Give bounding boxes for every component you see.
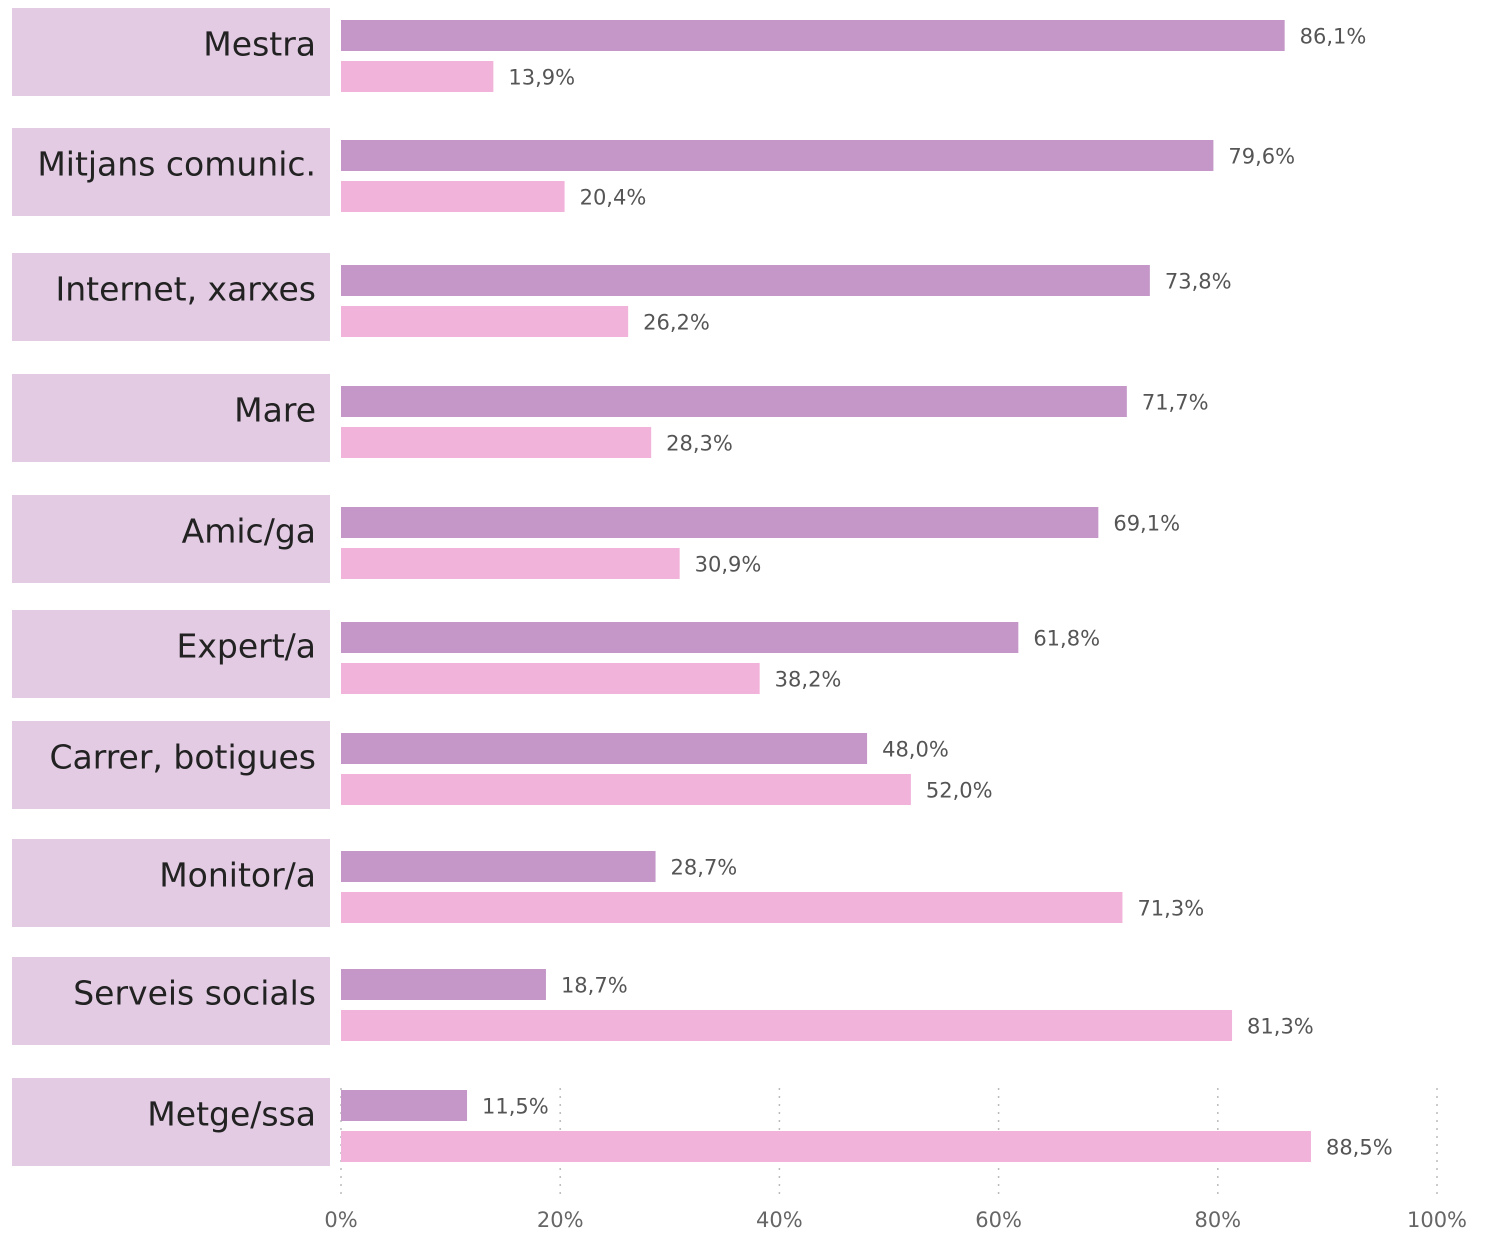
- bar: [341, 548, 680, 579]
- value-label: 38,2%: [775, 668, 842, 692]
- bar: [341, 851, 656, 882]
- value-label: 81,3%: [1247, 1015, 1314, 1039]
- bar: [341, 892, 1123, 923]
- category-label: Mare: [234, 391, 316, 430]
- value-label: 88,5%: [1326, 1136, 1393, 1160]
- category-label: Metge/ssa: [147, 1095, 316, 1134]
- x-tick-label: 60%: [975, 1208, 1022, 1232]
- bar: [341, 622, 1019, 653]
- value-label: 26,2%: [643, 311, 710, 335]
- bar: [341, 140, 1214, 171]
- x-tick-label: 0%: [324, 1208, 357, 1232]
- bar: [341, 1131, 1311, 1162]
- value-label: 69,1%: [1113, 512, 1180, 536]
- category-label: Monitor/a: [159, 856, 316, 895]
- category-box: [12, 721, 330, 809]
- value-label: 13,9%: [508, 66, 575, 90]
- bar: [341, 265, 1150, 296]
- value-label: 11,5%: [482, 1095, 549, 1119]
- bar: [341, 1090, 468, 1121]
- bar: [341, 181, 565, 212]
- category-box: [12, 374, 330, 462]
- bar: [341, 663, 760, 694]
- category-label: Carrer, botigues: [49, 738, 316, 777]
- value-label: 30,9%: [695, 553, 762, 577]
- category-box: [12, 253, 330, 341]
- value-label: 86,1%: [1300, 25, 1367, 49]
- category-box: [12, 839, 330, 927]
- value-label: 20,4%: [580, 186, 647, 210]
- bar: [341, 733, 868, 764]
- category-box: [12, 957, 330, 1045]
- category-box: [12, 610, 330, 698]
- category-box: [12, 128, 330, 216]
- category-label: Expert/a: [177, 627, 316, 666]
- value-label: 28,7%: [671, 856, 738, 880]
- category-label: Mestra: [203, 25, 316, 64]
- bar: [341, 61, 494, 92]
- bar: [341, 774, 911, 805]
- x-tick-label: 100%: [1407, 1208, 1467, 1232]
- category-box: [12, 1078, 330, 1166]
- category-label: Internet, xarxes: [56, 270, 316, 309]
- category-label: Mitjans comunic.: [37, 145, 316, 184]
- bar: [341, 1010, 1233, 1041]
- value-label: 52,0%: [926, 779, 993, 803]
- x-tick-label: 20%: [537, 1208, 584, 1232]
- category-label: Amic/ga: [182, 512, 316, 551]
- value-label: 71,7%: [1142, 391, 1209, 415]
- category-box: [12, 495, 330, 583]
- category-label: Serveis socials: [73, 974, 316, 1013]
- value-label: 71,3%: [1137, 897, 1204, 921]
- bar: [341, 20, 1285, 51]
- bar: [341, 507, 1099, 538]
- bar: [341, 306, 629, 337]
- x-tick-label: 80%: [1194, 1208, 1241, 1232]
- value-label: 48,0%: [882, 738, 949, 762]
- value-label: 73,8%: [1165, 270, 1232, 294]
- category-box: [12, 8, 330, 96]
- bar: [341, 427, 652, 458]
- value-label: 28,3%: [666, 432, 733, 456]
- bar: [341, 969, 546, 1000]
- value-label: 18,7%: [561, 974, 628, 998]
- x-tick-label: 40%: [756, 1208, 803, 1232]
- value-label: 79,6%: [1228, 145, 1295, 169]
- value-label: 61,8%: [1033, 627, 1100, 651]
- bar: [341, 386, 1127, 417]
